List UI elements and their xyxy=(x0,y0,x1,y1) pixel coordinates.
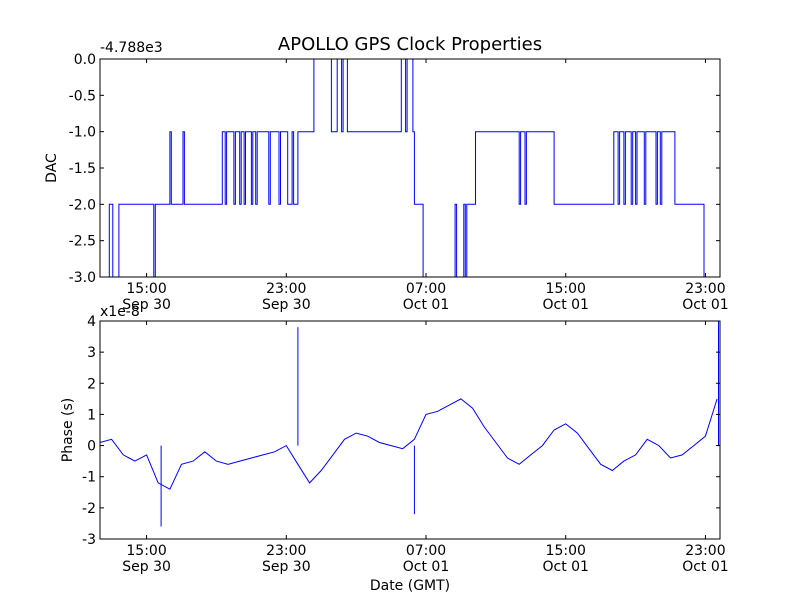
x-tick-date-label: Oct 01 xyxy=(542,297,588,313)
dac-series-line xyxy=(100,58,720,278)
x-tick-label: 15:00 xyxy=(546,543,586,559)
x-tick-date-label: Oct 01 xyxy=(403,559,449,575)
y-tick-label: -1 xyxy=(82,470,96,486)
x-tick-label: 23:00 xyxy=(266,281,306,297)
y-tick-label: -2 xyxy=(82,501,96,517)
plot-frame xyxy=(99,320,721,540)
figure-title: APOLLO GPS Clock Properties xyxy=(278,34,542,55)
dac-y-axis-label: DAC xyxy=(44,153,60,183)
x-tick-label: 23:00 xyxy=(685,281,725,297)
y-tick-label: -3.0 xyxy=(69,270,96,286)
dac-offset-label: -4.788e3 xyxy=(100,40,163,56)
x-tick-date-label: Oct 01 xyxy=(682,559,728,575)
y-tick-label: 1 xyxy=(87,407,96,423)
x-tick-date-label: Oct 01 xyxy=(403,297,449,313)
x-tick-label: 15:00 xyxy=(546,281,586,297)
plot-frame xyxy=(99,58,721,278)
x-tick-label: 23:00 xyxy=(266,543,306,559)
x-tick-label: 07:00 xyxy=(406,543,446,559)
x-tick-date-label: Sep 30 xyxy=(262,559,311,575)
x-tick-date-label: Oct 01 xyxy=(682,297,728,313)
y-tick-label: 0 xyxy=(87,439,96,455)
x-tick-date-label: Sep 30 xyxy=(262,297,311,313)
x-tick-date-label: Sep 30 xyxy=(122,559,171,575)
y-tick-label: -3 xyxy=(82,532,96,548)
y-tick-label: 2 xyxy=(87,376,96,392)
phase-series-line xyxy=(99,398,718,490)
y-tick-label: -0.5 xyxy=(69,88,96,104)
x-axis-label: Date (GMT) xyxy=(370,578,450,594)
y-tick-label: -2.5 xyxy=(69,234,96,250)
x-tick-label: 15:00 xyxy=(126,543,166,559)
phase-offset-label: x1e-8 xyxy=(100,304,140,320)
x-tick-label: 23:00 xyxy=(685,543,725,559)
x-tick-label: 15:00 xyxy=(126,281,166,297)
x-tick-date-label: Sep 30 xyxy=(122,297,171,313)
y-tick-label: -1.0 xyxy=(69,125,96,141)
y-tick-label: -2.0 xyxy=(69,197,96,213)
phase-y-axis-label: Phase (s) xyxy=(60,398,76,462)
x-tick-date-label: Oct 01 xyxy=(542,559,588,575)
y-tick-label: -1.5 xyxy=(69,161,96,177)
y-tick-label: 4 xyxy=(87,314,96,330)
x-tick-label: 07:00 xyxy=(406,281,446,297)
y-tick-label: 0.0 xyxy=(74,52,96,68)
y-tick-label: 3 xyxy=(87,345,96,361)
